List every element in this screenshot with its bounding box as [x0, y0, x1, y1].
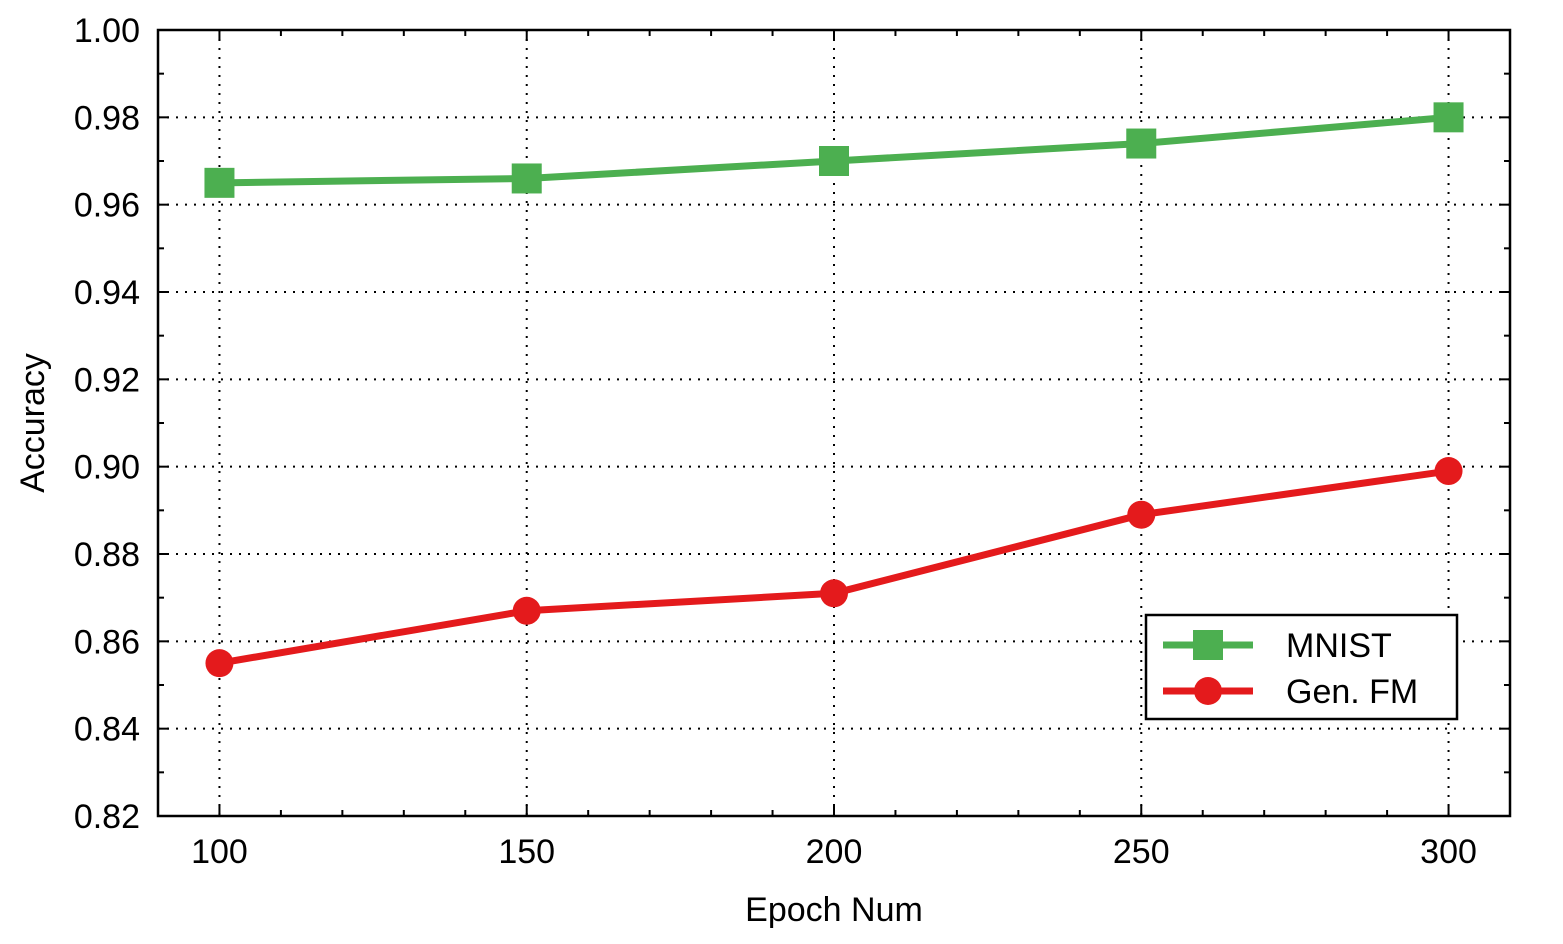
x-tick-label: 300	[1420, 833, 1477, 871]
x-tick-label: 150	[498, 833, 555, 871]
y-tick-label: 0.88	[74, 536, 140, 574]
data-point-mnist	[1433, 102, 1464, 133]
data-point-mnist	[204, 167, 235, 198]
legend-label-gen-fm: Gen. FM	[1286, 673, 1418, 711]
x-tick-labels: 100 150 200 250 300	[191, 833, 1477, 871]
series-gen-fm	[205, 457, 1463, 678]
data-point-gen-fm	[1127, 500, 1156, 529]
legend-marker-mnist	[1193, 630, 1223, 660]
plot-frame	[156, 28, 1512, 818]
x-tick-label: 100	[191, 833, 248, 871]
data-point-mnist	[1126, 128, 1157, 159]
data-point-gen-fm	[1434, 457, 1463, 486]
grid-lines	[158, 30, 1510, 816]
legend: MNIST Gen. FM	[1144, 613, 1459, 721]
y-tick-label: 0.96	[74, 187, 140, 225]
data-point-mnist	[511, 163, 542, 194]
series-layer	[204, 102, 1464, 678]
y-tick-label: 0.94	[74, 274, 140, 312]
data-point-gen-fm	[512, 596, 541, 625]
y-tick-label: 0.90	[74, 449, 140, 487]
y-axis-label: Accuracy	[14, 353, 52, 493]
y-tick-label: 0.84	[74, 711, 140, 749]
series-mnist	[204, 102, 1464, 198]
y-tick-labels: 0.82 0.84 0.86 0.88 0.90 0.92 0.94 0.96 0.98 1.00	[74, 12, 140, 836]
y-tick-label: 0.82	[74, 798, 140, 836]
y-tick-label: 0.98	[74, 99, 140, 137]
x-tick-label: 200	[806, 833, 863, 871]
data-point-gen-fm	[205, 649, 234, 678]
y-tick-label: 0.86	[74, 623, 140, 661]
y-tick-label: 0.92	[74, 361, 140, 399]
x-axis-label: Epoch Num	[745, 891, 923, 929]
data-point-mnist	[819, 146, 849, 176]
x-tick-label: 250	[1113, 833, 1170, 871]
legend-label-mnist: MNIST	[1286, 627, 1392, 665]
data-point-gen-fm	[820, 579, 848, 608]
legend-marker-gen-fm	[1194, 677, 1222, 705]
y-tick-label: 1.00	[74, 12, 140, 50]
